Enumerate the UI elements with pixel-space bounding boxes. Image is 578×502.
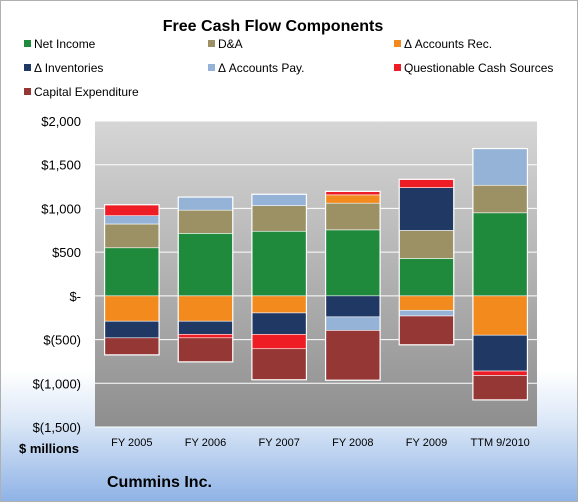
legend-swatch-delta-accounts-rec xyxy=(394,40,401,47)
legend-label-delta-accounts-pay: Δ Accounts Pay. xyxy=(218,61,305,75)
company-name: Cummins Inc. xyxy=(107,474,212,491)
legend-swatch-questionable-cash-sources xyxy=(394,64,401,71)
legend: Net Income D&A Δ Accounts Rec. Δ Inventorie… xyxy=(24,37,553,99)
bar-d-a xyxy=(398,230,455,259)
bar-delta-accounts-pay xyxy=(472,148,528,186)
bar-delta-accounts-pay xyxy=(398,309,455,317)
bar-capital-expenditure xyxy=(398,315,455,346)
bar-delta-inventories xyxy=(472,334,528,372)
bar-net-income xyxy=(472,212,528,297)
legend-label-d-a: D&A xyxy=(218,37,243,51)
y-tick-label: $(1,000) xyxy=(33,376,81,391)
y-tick-label: $2,000 xyxy=(41,114,81,129)
bar-net-income xyxy=(104,247,160,297)
legend-swatch-delta-accounts-pay xyxy=(208,64,215,71)
bar-delta-accounts-rec xyxy=(177,295,234,322)
legend-label-delta-accounts-rec: Δ Accounts Rec. xyxy=(404,37,492,51)
legend-swatch-capital-expenditure xyxy=(24,88,31,95)
bar-net-income xyxy=(251,230,307,297)
bar-delta-inventories xyxy=(177,320,234,335)
bar-stack-ttm-9-2010 xyxy=(472,147,529,401)
bar-capital-expenditure xyxy=(251,348,307,381)
y-tick-label: $(500) xyxy=(43,333,81,348)
y-tick-label: $- xyxy=(69,289,81,304)
bar-questionable-cash-sources xyxy=(104,204,160,216)
x-tick-label: TTM 9/2010 xyxy=(471,437,530,449)
legend-swatch-d-a xyxy=(208,40,215,47)
bar-stack-outline xyxy=(324,190,381,381)
chart-title: Free Cash Flow Components xyxy=(163,18,384,35)
bar-delta-accounts-pay xyxy=(251,193,307,206)
legend-swatch-delta-inventories xyxy=(24,64,31,71)
bar-delta-inventories xyxy=(104,320,160,339)
x-axis-tick-labels: FY 2005 FY 2006 FY 2007 FY 2008 FY 2009 TTM 9… xyxy=(111,437,530,449)
legend-swatch-net-income xyxy=(24,40,31,47)
bar-delta-accounts-rec xyxy=(472,295,528,336)
bar-delta-accounts-pay xyxy=(325,316,381,331)
bar-delta-inventories xyxy=(251,312,307,335)
bar-questionable-cash-sources xyxy=(177,334,234,339)
x-tick-label: FY 2005 xyxy=(111,437,152,449)
bar-stack-fy-2005 xyxy=(103,204,160,356)
bar-capital-expenditure xyxy=(104,337,160,356)
gridlines xyxy=(95,120,537,428)
bar-questionable-cash-sources xyxy=(472,370,528,376)
bar-d-a xyxy=(104,223,160,249)
bar-delta-accounts-pay xyxy=(177,196,234,211)
y-tick-label: $500 xyxy=(52,245,81,260)
bar-stack-outline xyxy=(472,147,529,401)
plot-area xyxy=(95,121,537,427)
bar-delta-accounts-rec xyxy=(398,295,455,311)
x-tick-label: FY 2007 xyxy=(258,437,299,449)
bar-net-income xyxy=(177,233,234,297)
bar-questionable-cash-sources xyxy=(398,179,455,188)
legend-label-capital-expenditure: Capital Expenditure xyxy=(34,85,139,99)
bar-d-a xyxy=(325,202,381,231)
y-axis-tick-labels: $2,000 $1,500 $1,000 $500 $- $(500) $(1,000) $(… xyxy=(33,114,81,435)
bar-delta-accounts-pay xyxy=(104,215,160,225)
y-tick-label: $1,500 xyxy=(41,158,81,173)
bar-questionable-cash-sources xyxy=(251,334,307,350)
bar-delta-accounts-rec xyxy=(104,295,160,322)
bar-stack-fy-2008 xyxy=(324,190,381,381)
y-tick-label: $(1,500) xyxy=(33,420,81,435)
bar-d-a xyxy=(251,205,307,232)
bar-capital-expenditure xyxy=(472,375,528,401)
bar-delta-accounts-rec xyxy=(251,295,307,314)
unit-label: $ millions xyxy=(19,441,79,456)
legend-label-net-income: Net Income xyxy=(34,37,96,51)
x-tick-label: FY 2006 xyxy=(185,437,226,449)
bar-stack-fy-2009 xyxy=(398,178,455,346)
y-tick-label: $1,000 xyxy=(41,201,81,216)
bar-stack-outline xyxy=(251,193,308,381)
bar-delta-inventories xyxy=(398,187,455,231)
bar-stack-outline xyxy=(103,204,160,356)
bar-delta-accounts-rec xyxy=(325,194,381,204)
bar-stack-outline xyxy=(177,196,234,363)
legend-label-questionable-cash-sources: Questionable Cash Sources xyxy=(404,61,553,75)
legend-label-delta-inventories: Δ Inventories xyxy=(34,61,103,75)
bar-capital-expenditure xyxy=(325,330,381,381)
x-tick-label: FY 2009 xyxy=(406,437,447,449)
bar-d-a xyxy=(177,209,234,234)
x-tick-label: FY 2008 xyxy=(332,437,373,449)
bar-stacks xyxy=(103,147,529,401)
bar-stack-fy-2007 xyxy=(251,193,308,381)
bar-net-income xyxy=(325,229,381,297)
bar-capital-expenditure xyxy=(177,337,234,363)
bar-d-a xyxy=(472,184,528,214)
bar-stack-fy-2006 xyxy=(177,196,234,363)
bar-net-income xyxy=(398,258,455,297)
bar-delta-inventories xyxy=(325,295,381,318)
bar-stack-outline xyxy=(398,178,455,346)
